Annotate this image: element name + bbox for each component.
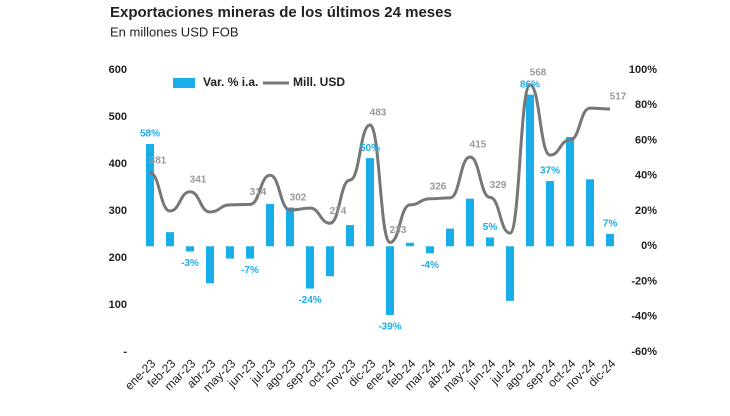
bar bbox=[186, 246, 194, 252]
bar-label: -24% bbox=[298, 295, 321, 306]
line-label: 517 bbox=[610, 92, 627, 103]
y-tick-label: 500 bbox=[109, 111, 127, 123]
bar-label: 37% bbox=[540, 166, 560, 177]
y-tick-label: - bbox=[123, 346, 127, 358]
bar bbox=[506, 246, 514, 301]
bar bbox=[426, 246, 434, 254]
bar bbox=[566, 136, 574, 247]
bar bbox=[466, 198, 474, 247]
bar bbox=[606, 233, 614, 247]
line-label: 329 bbox=[490, 180, 507, 191]
line-label: 302 bbox=[290, 193, 307, 204]
legend-label: Mill. USD bbox=[293, 75, 345, 89]
bar bbox=[326, 246, 334, 277]
y-tick-label: 200 bbox=[109, 252, 127, 264]
chart-title: Exportaciones mineras de los últimos 24 … bbox=[110, 4, 452, 21]
bar-label: 58% bbox=[140, 129, 160, 140]
chart-subtitle: En millones USD FOB bbox=[110, 24, 239, 39]
line-label: 314 bbox=[250, 187, 267, 198]
line bbox=[149, 83, 611, 244]
legend-label: Var. % i.a. bbox=[203, 75, 258, 89]
y2-tick-label: 40% bbox=[635, 170, 657, 182]
line-label: 341 bbox=[190, 174, 207, 185]
bar bbox=[346, 225, 354, 247]
y2-tick-label: 80% bbox=[635, 99, 657, 111]
bar bbox=[526, 94, 534, 247]
y-tick-label: 300 bbox=[109, 205, 127, 217]
y-tick-label: 100 bbox=[109, 299, 127, 311]
y2-tick-label: -20% bbox=[631, 275, 657, 287]
bar bbox=[546, 181, 554, 247]
y2-tick-label: 60% bbox=[635, 134, 657, 146]
bar-label: 5% bbox=[483, 222, 498, 233]
bar bbox=[266, 203, 274, 247]
bar-label: -39% bbox=[378, 322, 401, 333]
bar bbox=[386, 246, 394, 315]
y-tick-label: 600 bbox=[109, 64, 127, 76]
bar-label: 86% bbox=[520, 79, 540, 90]
bar-label: -3% bbox=[181, 258, 199, 269]
y-tick-label: 400 bbox=[109, 158, 127, 170]
line-label: 415 bbox=[470, 140, 487, 151]
line-label: 381 bbox=[150, 156, 167, 167]
bar bbox=[486, 237, 494, 247]
bar bbox=[586, 179, 594, 247]
bar bbox=[406, 242, 414, 247]
bar bbox=[366, 158, 374, 247]
bar bbox=[166, 232, 174, 247]
bar bbox=[446, 228, 454, 247]
y2-tick-label: -60% bbox=[631, 346, 657, 358]
bar-label: 7% bbox=[603, 219, 618, 230]
bar bbox=[286, 207, 294, 247]
bar bbox=[306, 246, 314, 289]
bar bbox=[226, 246, 234, 259]
bar bbox=[206, 246, 214, 284]
y2-tick-label: 0% bbox=[641, 240, 657, 252]
y2-tick-label: 100% bbox=[629, 64, 657, 76]
line-label: 326 bbox=[430, 181, 447, 192]
line-label: 274 bbox=[330, 206, 347, 217]
bar-label: -4% bbox=[421, 260, 439, 271]
line-label: 483 bbox=[370, 108, 387, 119]
bar bbox=[146, 144, 154, 247]
bar-label: 50% bbox=[360, 143, 380, 154]
bar bbox=[246, 246, 254, 259]
y2-tick-label: 20% bbox=[635, 205, 657, 217]
legend-swatch bbox=[173, 78, 195, 88]
bar-label: -7% bbox=[241, 265, 259, 276]
line-label: 568 bbox=[530, 68, 547, 79]
y2-tick-label: -40% bbox=[631, 311, 657, 323]
line-label: 233 bbox=[390, 225, 407, 236]
